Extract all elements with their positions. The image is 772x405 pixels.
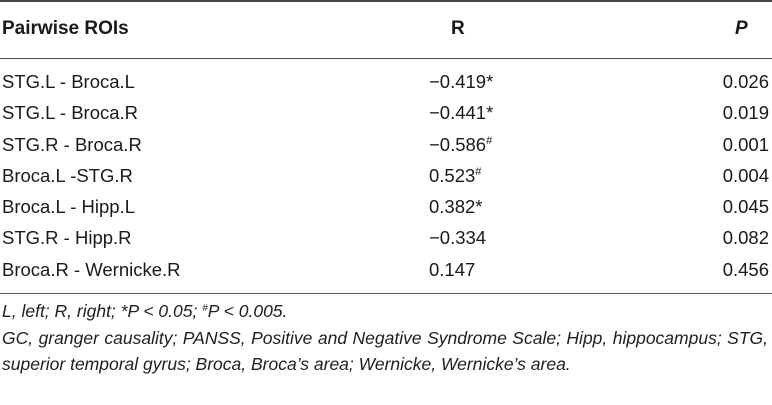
- roi-cell: STG.R - Hipp.R: [2, 227, 132, 249]
- roi-cell: STG.R - Broca.R: [2, 133, 142, 155]
- roi-cell: Broca.R - Wernicke.R: [2, 258, 181, 280]
- footnote-abbreviations: GC, granger causality; PANSS, Positive a…: [2, 328, 768, 374]
- header-rule: [0, 58, 772, 59]
- p-cell: 0.026: [722, 71, 769, 92]
- r-cell: −0.586#: [429, 133, 493, 155]
- footnote-significance: L, left; R, right; *P < 0.05; #P < 0.005…: [2, 301, 288, 321]
- p-cell: 0.456: [722, 258, 769, 280]
- table-row: Broca.R - Wernicke.R 0.147 0.456: [0, 254, 772, 285]
- header-p: P: [735, 18, 748, 39]
- table-footnotes: L, left; R, right; *P < 0.05; #P < 0.005…: [2, 298, 768, 377]
- header-r: R: [451, 18, 465, 39]
- table-row: STG.L - Broca.L −0.419* 0.026: [0, 66, 772, 97]
- table-row: Broca.L - Hipp.L 0.382* 0.045: [0, 191, 772, 222]
- table-row: STG.L - Broca.R −0.441* 0.019: [0, 97, 772, 128]
- p-cell: 0.045: [722, 196, 769, 218]
- table-row: Broca.L -STG.R 0.523# 0.004: [0, 160, 772, 191]
- roi-cell: Broca.L - Hipp.L: [2, 196, 135, 218]
- r-cell: −0.419*: [429, 71, 494, 92]
- r-cell: 0.382*: [429, 196, 483, 218]
- top-rule: [0, 0, 772, 2]
- table-row: STG.R - Hipp.R −0.334 0.082: [0, 222, 772, 253]
- p-cell: 0.001: [722, 133, 769, 155]
- p-cell: 0.082: [722, 227, 769, 249]
- r-cell: −0.441*: [429, 102, 494, 124]
- p-cell: 0.019: [722, 102, 769, 124]
- roi-cell: STG.L - Broca.L: [2, 71, 135, 92]
- table-body: STG.L - Broca.L −0.419* 0.026 STG.L - Br…: [0, 66, 772, 285]
- roi-cell: Broca.L -STG.R: [2, 164, 133, 186]
- roi-cell: STG.L - Broca.R: [2, 102, 139, 124]
- bottom-rule: [0, 293, 772, 294]
- table-row: STG.R - Broca.R −0.586# 0.001: [0, 129, 772, 160]
- header-pairwise-rois: Pairwise ROIs: [2, 18, 129, 39]
- r-cell: −0.334: [429, 227, 487, 249]
- p-cell: 0.004: [722, 164, 769, 186]
- r-cell: 0.147: [429, 258, 476, 280]
- r-cell: 0.523#: [429, 164, 482, 186]
